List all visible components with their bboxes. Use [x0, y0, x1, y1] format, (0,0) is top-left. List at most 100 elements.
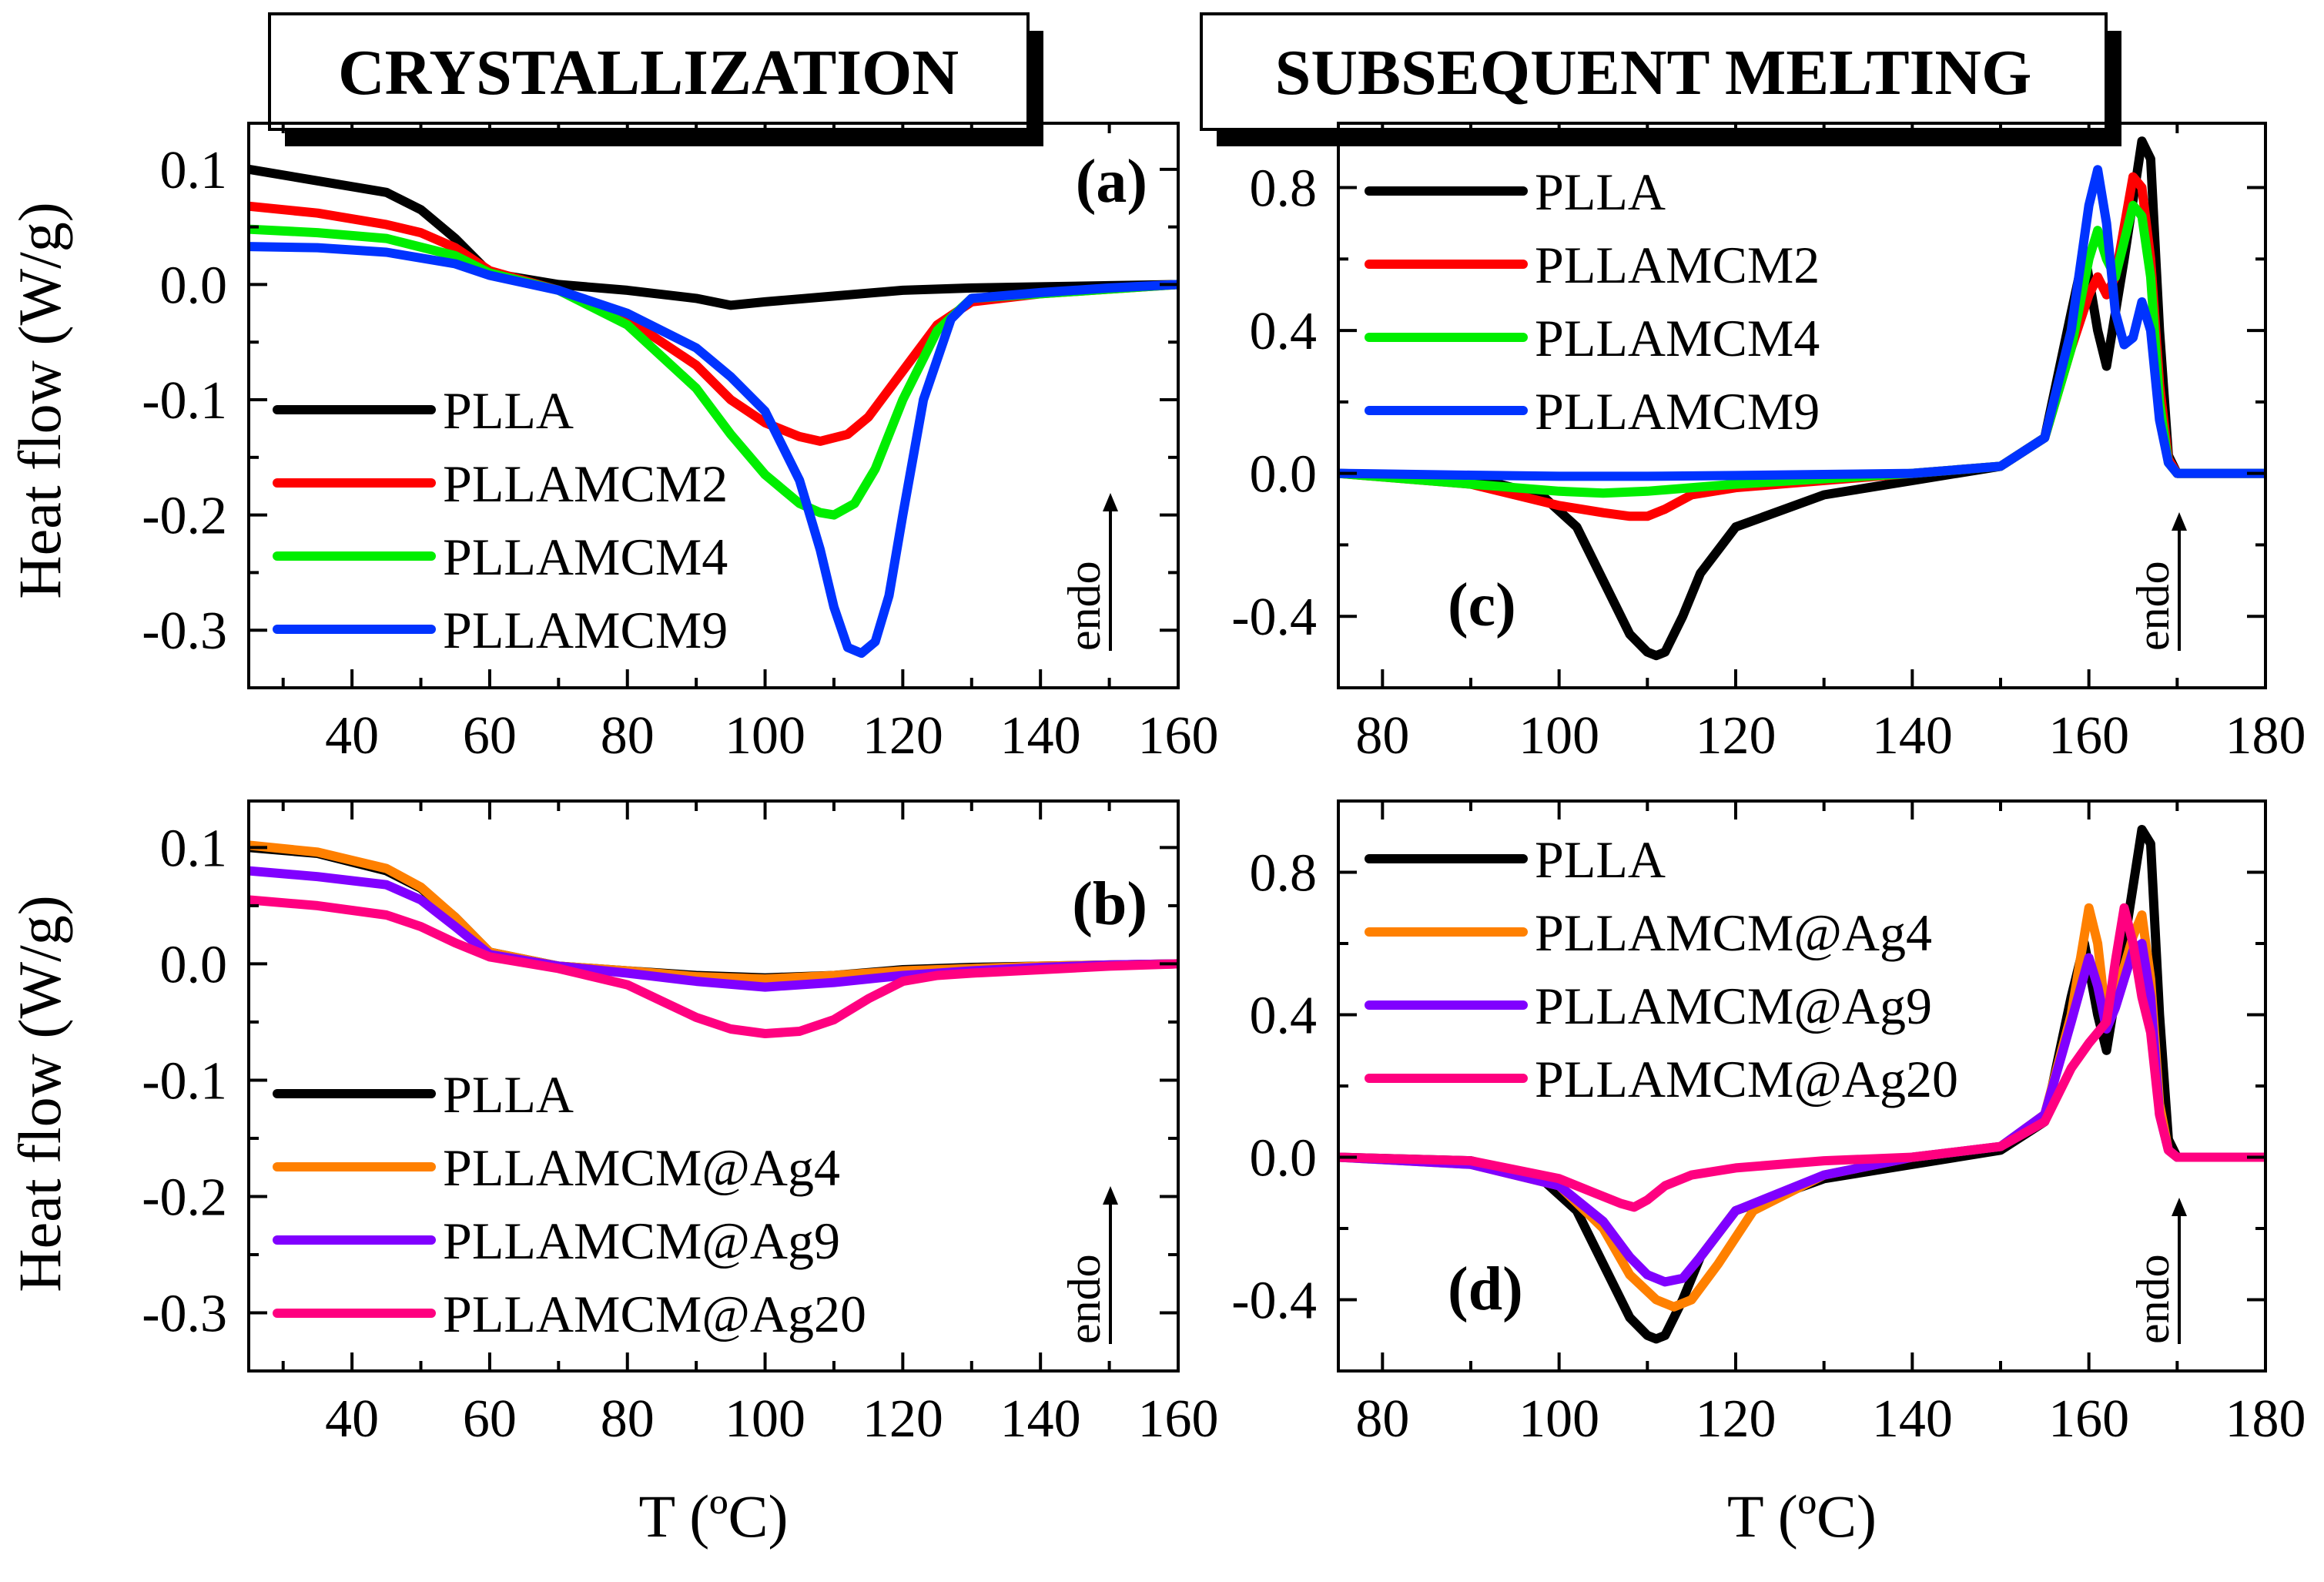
legend: PLLA PLLAMCM@Ag4 PLLAMCM@Ag9 PLLAMCM@Ag20	[273, 1065, 866, 1343]
y-tick-label: 0.1	[160, 819, 228, 878]
y-axis-title-bottom: Heat flow (W/g)	[6, 895, 73, 1292]
x-tick-label: 40	[325, 706, 379, 766]
endo-label: endo	[2128, 561, 2178, 651]
y-tick-label: 0.8	[1250, 159, 1318, 219]
x-tick-label: 40	[325, 1389, 379, 1449]
legend: PLLA PLLAMCM@Ag4 PLLAMCM@Ag9 PLLAMCM@Ag20	[1365, 830, 1958, 1108]
x-tick-label: 100	[1519, 706, 1599, 766]
x-tick-label: 180	[2225, 1389, 2306, 1449]
x-tick-label: 160	[2048, 706, 2129, 766]
legend-label: PLLAMCM@Ag9	[443, 1212, 840, 1270]
x-tick-label: 140	[1000, 706, 1081, 766]
plot-frame	[247, 799, 1180, 1373]
endo-indicator: endo	[1059, 1186, 1118, 1344]
x-tick-label: 120	[862, 706, 943, 766]
y-tick-label: -0.1	[142, 1051, 227, 1111]
legend-label: PLLAMCM@Ag20	[443, 1285, 866, 1343]
legend-label: PLLAMCM@Ag4	[443, 1138, 840, 1197]
y-tick-label: -0.3	[142, 1284, 227, 1343]
x-tick-label: 60	[463, 1389, 517, 1449]
panel-tag: (c)	[1448, 571, 1516, 639]
plot-frame	[1337, 122, 2267, 689]
plot-frame	[247, 122, 1180, 689]
x-tick-label: 100	[1519, 1389, 1599, 1449]
x-axis-title: T (ºC)	[1727, 1483, 1877, 1550]
y-axis-title-top: Heat flow (W/g)	[6, 202, 73, 598]
endo-arrow-head-icon	[1103, 493, 1118, 511]
x-tick-label: 80	[601, 706, 655, 766]
panel-d: 80 100 120 140 160 180 0.8 0.4 0.0 -0.4 T (ºC) PLLA…	[1231, 799, 2306, 1550]
panel-b: 40 60 80 100 120 140 160 0.1 0.0 -0.1 -0.2 -0.3 T (º…	[142, 799, 1219, 1550]
section-title-left: CRYSTALLIZATION	[268, 12, 1043, 146]
x-tick-label: 160	[1138, 1389, 1219, 1449]
section-title-right: SUBSEQUENT MELTING	[1200, 12, 2121, 146]
endo-arrow-head-icon	[1103, 1186, 1118, 1205]
series-line-plla	[249, 164, 1178, 310]
endo-label: endo	[1059, 1254, 1110, 1344]
legend: PLLA PLLAMCM2 PLLAMCM4 PLLAMCM9	[273, 381, 728, 659]
x-tick-label: 160	[2048, 1389, 2129, 1449]
legend-label: PLLAMCM4	[443, 528, 728, 586]
x-tick-label: 80	[601, 1389, 655, 1449]
x-tick-label: 120	[1696, 1389, 1776, 1449]
x-tick-label: 60	[463, 706, 517, 766]
x-tick-label: 140	[1872, 706, 1953, 766]
endo-indicator: endo	[1059, 493, 1118, 651]
legend-label: PLLA	[1535, 830, 1666, 889]
series-line-pllamcm9	[249, 242, 1178, 659]
y-tick-label: -0.2	[142, 1168, 227, 1227]
legend-label: PLLA	[443, 381, 574, 440]
series-line-pllamcm9	[1338, 165, 2265, 481]
endo-indicator: endo	[2128, 512, 2187, 651]
legend-label: PLLA	[1535, 163, 1666, 221]
series-group	[249, 164, 1178, 659]
legend-label: PLLAMCM2	[1535, 236, 1820, 294]
endo-label: endo	[2128, 1254, 2178, 1344]
x-tick-label: 100	[725, 1389, 805, 1449]
legend-label: PLLAMCM@Ag9	[1535, 977, 1932, 1035]
x-tick-label: 140	[1872, 1389, 1953, 1449]
panel-tag: (d)	[1448, 1255, 1523, 1323]
legend-label: PLLAMCM2	[443, 454, 728, 513]
x-axis-title: T (ºC)	[639, 1483, 789, 1550]
legend: PLLA PLLAMCM2 PLLAMCM4 PLLAMCM9	[1365, 163, 1820, 441]
legend-label: PLLA	[443, 1065, 574, 1124]
series-group	[249, 840, 1178, 1038]
series-group	[1338, 136, 2265, 661]
panel-a: 40 60 80 100 120 140 160 0.1 0.0 -0.1 -0.2 -0.3 PLLA…	[142, 122, 1219, 766]
panel-tag: (a)	[1076, 148, 1147, 216]
series-group	[1338, 825, 2265, 1344]
legend-label: PLLAMCM9	[1535, 382, 1820, 441]
series-line-pllamcm-ag20	[249, 895, 1178, 1038]
y-tick-label: 0.0	[160, 256, 228, 315]
x-tick-label: 80	[1355, 706, 1409, 766]
x-tick-label: 160	[1138, 706, 1219, 766]
endo-arrow-head-icon	[2172, 1198, 2187, 1216]
legend-label: PLLAMCM@Ag4	[1535, 903, 1932, 962]
section-title-left-text: CRYSTALLIZATION	[338, 37, 959, 109]
y-tick-label: 0.1	[160, 141, 228, 200]
x-tick-label: 100	[725, 706, 805, 766]
endo-arrow-head-icon	[2172, 512, 2187, 531]
y-tick-label: 0.8	[1250, 844, 1318, 903]
series-line-pllamcm-ag20	[1338, 903, 2265, 1212]
y-tick-label: -0.4	[1231, 1272, 1317, 1331]
y-tick-label: -0.4	[1231, 588, 1317, 647]
x-tick-label: 80	[1355, 1389, 1409, 1449]
x-tick-label: 140	[1000, 1389, 1081, 1449]
y-tick-label: 0.4	[1250, 302, 1318, 361]
panel-tag: (b)	[1072, 870, 1147, 938]
y-tick-label: -0.3	[142, 602, 227, 661]
section-title-right-text: SUBSEQUENT MELTING	[1275, 37, 2032, 109]
y-tick-label: 0.4	[1250, 987, 1318, 1046]
y-tick-label: 0.0	[1250, 445, 1318, 504]
x-tick-label: 180	[2225, 706, 2306, 766]
x-tick-label: 120	[1696, 706, 1776, 766]
panel-c: 80 100 120 140 160 180 0.8 0.4 0.0 -0.4 PLLA PLLAMC…	[1231, 122, 2306, 766]
y-tick-label: 0.0	[1250, 1129, 1318, 1188]
legend-label: PLLAMCM@Ag20	[1535, 1050, 1958, 1108]
legend-label: PLLAMCM9	[443, 601, 728, 659]
x-tick-label: 120	[862, 1389, 943, 1449]
y-tick-label: -0.1	[142, 371, 227, 431]
